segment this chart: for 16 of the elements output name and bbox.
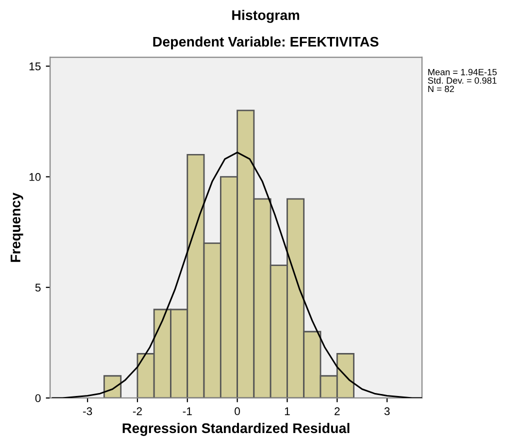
- x-tick-label: -1: [182, 407, 192, 416]
- y-tick-label: 15: [30, 62, 41, 70]
- text: Mean = 1.94E-15 Std. Dev. = 0.981 N = 82: [428, 68, 497, 92]
- x-tick-label: -2: [133, 407, 142, 416]
- x-tick-label: 2: [334, 407, 340, 416]
- x-axis-title: Regression Standardized Residual: [122, 422, 350, 436]
- chart-title: Histogram: [232, 10, 300, 23]
- x-tick-label: 0: [234, 407, 240, 416]
- y-tick-label: 0: [35, 394, 41, 402]
- y-axis-title: Frequency: [10, 192, 24, 262]
- chart-subtitle: Dependent Variable: EFEKTIVITAS: [153, 36, 378, 50]
- x-tick-label: 3: [384, 407, 390, 416]
- x-tick-label: -3: [83, 407, 92, 416]
- x-tick-label: 1: [284, 407, 290, 416]
- y-tick-label: 10: [30, 173, 41, 181]
- y-tick-label: 5: [35, 284, 41, 292]
